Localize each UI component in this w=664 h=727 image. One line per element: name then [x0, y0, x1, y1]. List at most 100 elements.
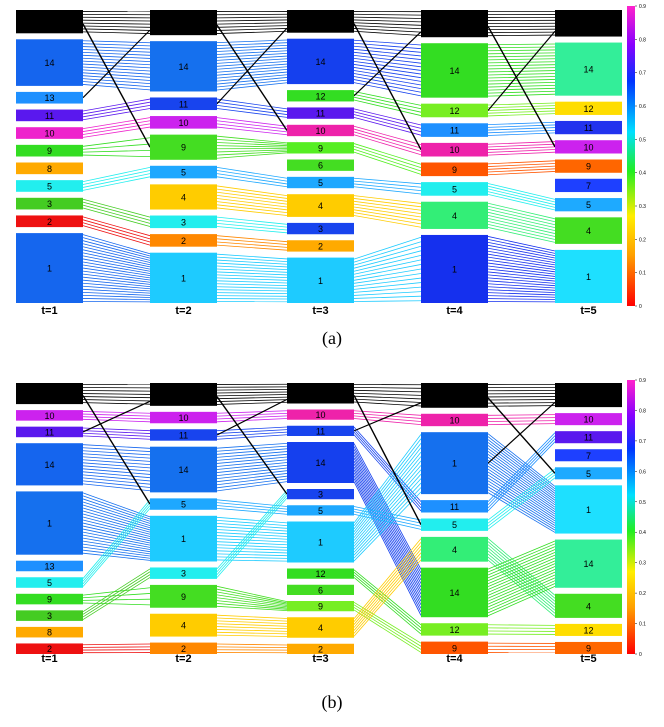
- flow-line-14: [487, 52, 556, 55]
- flow-line-1: [353, 478, 422, 553]
- flow-line-14: [216, 462, 288, 470]
- node-14: [287, 442, 354, 483]
- flow-line-black: [353, 25, 422, 30]
- node-label: 11: [450, 126, 459, 136]
- colorbar-tick-label: 0.2: [639, 591, 646, 597]
- node-label: 2: [181, 236, 186, 246]
- flow-line-12: [353, 577, 422, 635]
- time-step-label: t=4: [446, 305, 463, 317]
- flow-line-1: [487, 253, 556, 266]
- node-9: [287, 601, 354, 612]
- flow-line-11: [82, 435, 151, 440]
- flow-line-11: [82, 432, 151, 437]
- flow-line-14: [82, 84, 151, 91]
- flow-line-5: [487, 468, 556, 521]
- flow-line-14: [82, 465, 151, 472]
- flow-line-1: [216, 292, 288, 295]
- flow-line-12: [353, 91, 422, 106]
- flow-line-10: [353, 128, 422, 149]
- flow-line-1: [353, 250, 422, 269]
- column-t=2: 10 11 14 5 1 3 9 4 2: [150, 383, 217, 654]
- flow-line-1: [216, 526, 288, 532]
- flow-line-4: [216, 185, 288, 197]
- flow-line-9: [353, 607, 422, 650]
- node-9: [150, 584, 217, 608]
- flow-line-1: [487, 271, 556, 280]
- flow-line-1: [82, 243, 151, 261]
- cross-link: [82, 29, 151, 99]
- flow-line-1: [487, 477, 556, 522]
- column-t=1: 10 11 14 1 13 5 9 3 8 2: [16, 383, 83, 654]
- node-11: [555, 431, 622, 444]
- cross-link: [216, 27, 288, 105]
- flow-line-1: [82, 249, 151, 266]
- flow-line-14: [82, 66, 151, 72]
- node-label: 4: [181, 192, 186, 202]
- flow-line-5: [487, 477, 556, 530]
- flow-line-5: [216, 505, 288, 513]
- flow-line-3: [216, 222, 288, 231]
- flow-line-10: [487, 417, 556, 419]
- flow-line-5: [487, 471, 556, 524]
- cross-link: [487, 401, 556, 464]
- flow-line-5: [487, 188, 556, 206]
- flow-line-black: [353, 395, 422, 400]
- flow-line-1: [82, 546, 151, 557]
- flow-line-5: [353, 183, 422, 192]
- flow-line-1: [487, 236, 556, 252]
- flow-line-10: [487, 149, 556, 153]
- node-1: [150, 252, 217, 303]
- node-label: 14: [178, 62, 188, 72]
- flow-line-5: [353, 186, 422, 195]
- flow-line-1: [82, 288, 151, 294]
- node-label: 10: [44, 411, 54, 421]
- flow-line-3: [82, 204, 151, 224]
- node-10: [150, 116, 217, 129]
- flow-line-3: [216, 492, 288, 573]
- flow-line-4: [216, 198, 288, 208]
- flow-line-1: [353, 286, 422, 293]
- node-label: 4: [586, 226, 591, 236]
- node-label: 3: [47, 611, 52, 621]
- flow-line-9: [82, 587, 151, 596]
- flow-line-5: [353, 177, 422, 185]
- flow-line-5: [216, 176, 288, 188]
- flow-line-14: [82, 75, 151, 81]
- flow-line-14: [216, 470, 288, 480]
- flow-line-12: [487, 627, 556, 629]
- flow-line-14: [82, 480, 151, 488]
- time-step-label: t=3: [312, 305, 328, 317]
- node-label: 1: [452, 264, 457, 274]
- node-4: [150, 613, 217, 637]
- colorbar-tick-label: 0.1: [639, 622, 646, 628]
- flow-line-14: [216, 478, 288, 489]
- node-label: 11: [316, 426, 325, 436]
- flow-line-1: [487, 277, 556, 284]
- flow-line-14: [487, 93, 556, 97]
- flow-line-1: [82, 246, 151, 263]
- flow-line-1: [82, 552, 151, 561]
- node-10: [287, 124, 354, 137]
- flow-line-1: [353, 447, 422, 532]
- flow-line-14: [82, 456, 151, 462]
- flow-line-black: [353, 19, 422, 23]
- flow-line-1: [82, 270, 151, 281]
- node-black: [16, 383, 83, 405]
- flow-line-1: [82, 534, 151, 548]
- flow-line-14: [82, 40, 151, 44]
- flow-line-1: [216, 259, 288, 265]
- flow-line-4: [353, 541, 422, 622]
- node-label: 11: [450, 502, 459, 512]
- flow-line-9: [487, 171, 556, 176]
- flow-line-11: [82, 101, 151, 115]
- node-black: [150, 10, 217, 36]
- node-11: [150, 429, 217, 441]
- flow-line-black: [353, 16, 422, 19]
- flow-line-14: [353, 481, 422, 616]
- node-black: [421, 10, 488, 38]
- node-label: 4: [452, 211, 457, 221]
- flow-line-4: [487, 205, 556, 223]
- flow-line-14: [487, 577, 556, 608]
- flow-line-1: [487, 247, 556, 261]
